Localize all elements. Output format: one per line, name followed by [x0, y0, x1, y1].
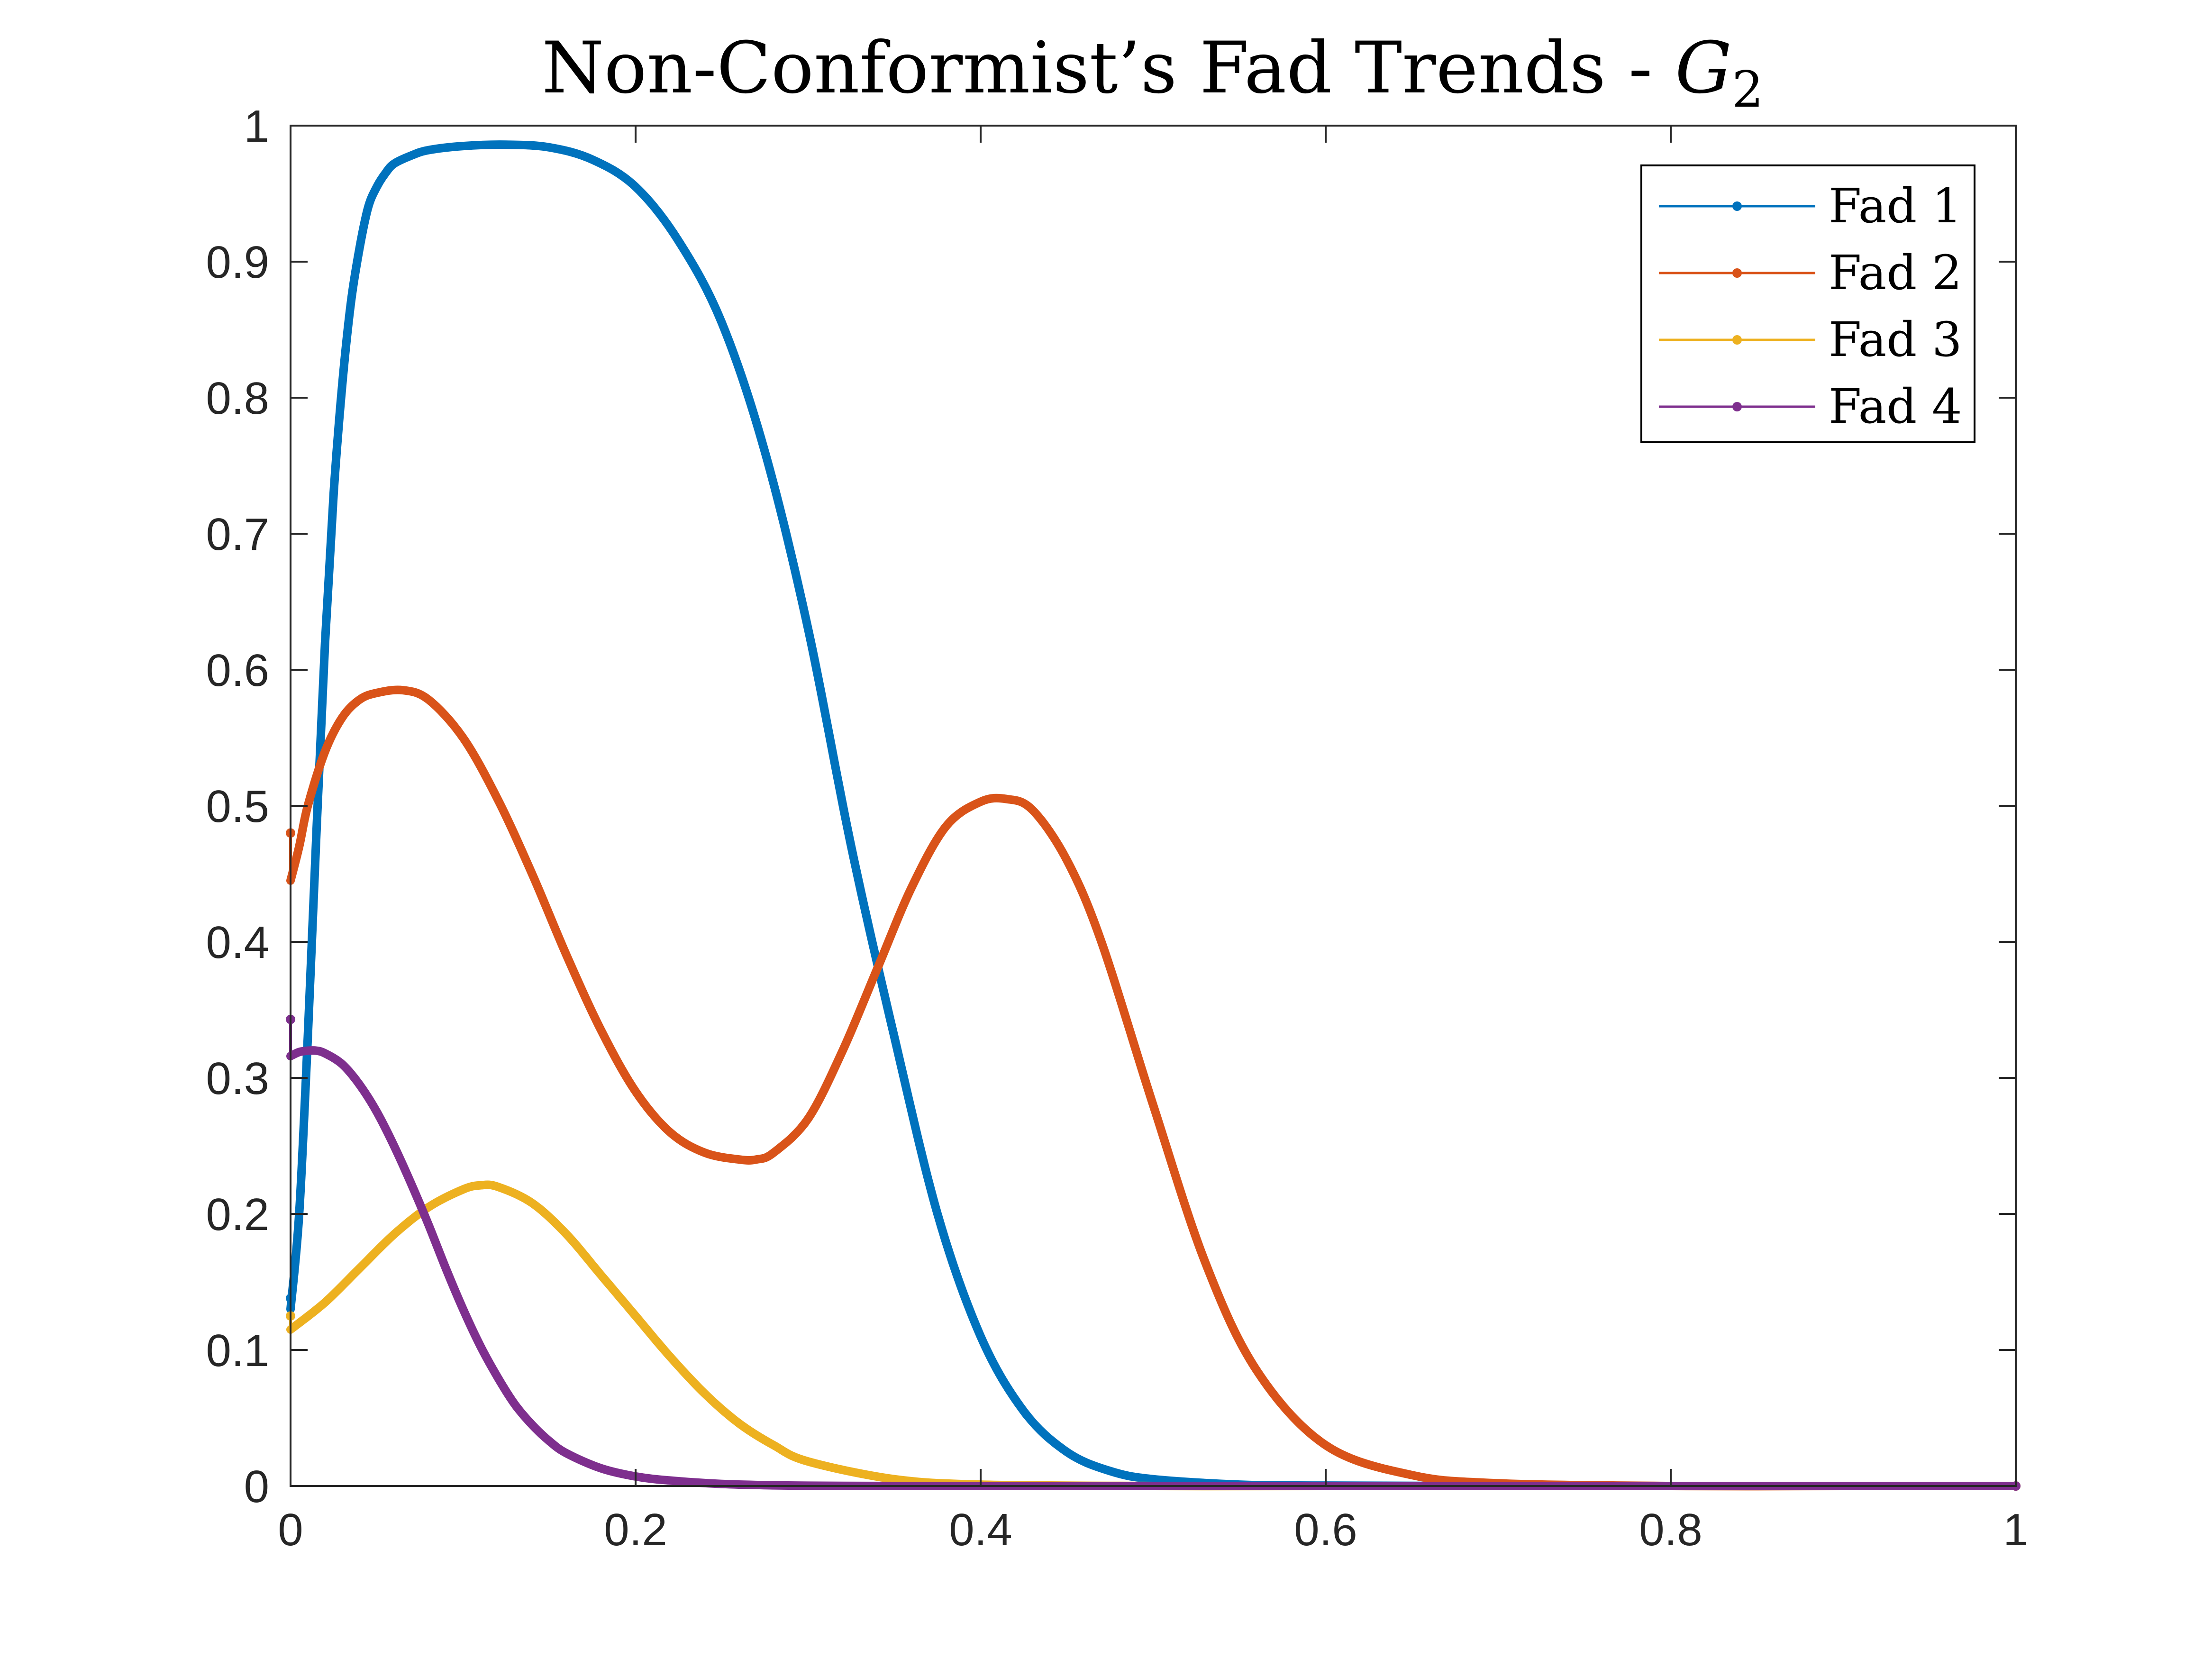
- y-tick-label: 0.1: [206, 1325, 269, 1376]
- y-tick-label: 0.3: [206, 1053, 269, 1104]
- y-tick-label: 1: [244, 101, 269, 152]
- legend-item-fad-1: Fad 1: [1659, 178, 1962, 234]
- chart-title-text: Non-Conformist’s Fad Trends -: [542, 27, 1675, 109]
- legend-box: [1640, 164, 1975, 443]
- tick-layer: 0 0.2 0.4 0.6 0.8 1 0 0.1 0.2 0.3 0.4 0.5 0.6 0.7 0.8 0…: [206, 101, 2029, 1555]
- chart-title-math: G: [1675, 27, 1732, 109]
- y-tick-label: 0.7: [206, 509, 269, 560]
- legend-label: Fad 2: [1829, 245, 1962, 301]
- y-tick-label: 0: [244, 1461, 269, 1512]
- y-tick-label: 0.2: [206, 1189, 269, 1240]
- legend-swatch-marker: [1732, 335, 1742, 345]
- legend-label: Fad 1: [1829, 178, 1962, 234]
- y-tick-label: 0.8: [206, 373, 269, 424]
- x-tick-label: 0.4: [949, 1504, 1012, 1555]
- legend-swatch-marker: [1732, 402, 1742, 411]
- legend-item-fad-2: Fad 2: [1659, 245, 1962, 301]
- chart-title-subscript: 2: [1732, 61, 1764, 118]
- x-tick-label: 0.2: [604, 1504, 667, 1555]
- x-tick-label: 1: [2003, 1504, 2028, 1555]
- x-tick-label: 0.6: [1294, 1504, 1357, 1555]
- legend-item-fad-3: Fad 3: [1659, 312, 1962, 367]
- y-tick-label: 0.4: [206, 917, 269, 968]
- y-tick-label: 0.6: [206, 645, 269, 696]
- x-tick-label: 0.8: [1639, 1504, 1702, 1555]
- y-tick-label: 0.5: [206, 781, 269, 832]
- legend-label: Fad 4: [1829, 379, 1962, 434]
- chart-title: Non-Conformist’s Fad Trends - G2: [542, 27, 1764, 118]
- legend-swatch-marker: [1732, 268, 1742, 278]
- legend: Fad 1 Fad 2 Fad 3 Fad 4: [1640, 164, 1975, 443]
- legend-item-fad-4: Fad 4: [1659, 379, 1962, 434]
- y-tick-label: 0.9: [206, 237, 269, 288]
- legend-label: Fad 3: [1829, 312, 1962, 367]
- x-tick-label: 0: [278, 1504, 303, 1555]
- legend-swatch-marker: [1732, 201, 1742, 211]
- series-line-fad-2: [286, 685, 2020, 1491]
- legend-items: Fad 1 Fad 2 Fad 3 Fad 4: [1659, 178, 1962, 434]
